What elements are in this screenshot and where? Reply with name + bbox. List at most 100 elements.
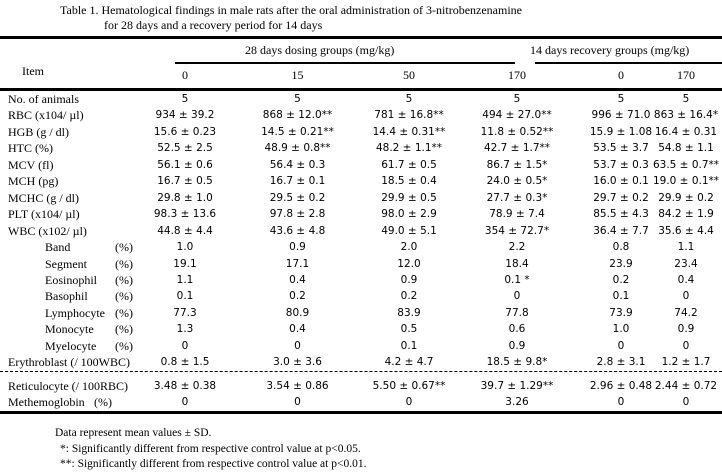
table-cell: 0	[682, 339, 690, 352]
table-cell: 14.5 ± 0.21**	[261, 125, 334, 138]
table-cell: 0	[294, 339, 301, 352]
table-cell: 15.9 ± 1.08	[589, 125, 653, 138]
table-row: Lymphocyte (%) 77.3 80.9 83.9 77.8 73.9 74.2	[0, 305, 722, 321]
table-cell: 5	[513, 93, 521, 105]
header-item: Item	[22, 64, 44, 78]
title-line-1: Table 1. Hematological findings in male …	[60, 3, 523, 17]
table-cell: 29.9 ± 0.2	[658, 191, 714, 204]
table-cell: 85.5 ± 4.3	[593, 208, 649, 221]
table-cell: 5	[617, 93, 625, 105]
table-cell: 19.1	[173, 257, 197, 270]
table-cell: 0.4	[677, 273, 695, 286]
row-label: HTC (%)	[0, 140, 150, 156]
row-label-text: Methemoglobin	[8, 395, 85, 410]
table-row: PLT (x104/ µl) 98.3 ± 13.6 97.8 ± 2.8 98.0 …	[0, 206, 722, 222]
table-row: No. of animals 5 5 5 5 5 5	[0, 91, 722, 107]
footnote-p05: *: Significantly different from respecti…	[60, 442, 361, 455]
table-cell: 1.0	[176, 241, 194, 254]
table-cell: 73.9	[609, 306, 633, 319]
table-cell: 0	[617, 339, 625, 352]
table-cell: 5.50 ± 0.67**	[372, 380, 446, 392]
table-cell: 23.4	[674, 257, 698, 270]
table-cell: 29.8 ± 1.0	[157, 191, 213, 204]
table-cell: 43.6 ± 4.8	[269, 224, 326, 237]
table-cell: 863 ± 16.4*	[653, 109, 719, 122]
row-label: Monocyte (%)	[0, 321, 150, 337]
table-cell: 52.5 ± 2.5	[157, 142, 213, 155]
row-unit: (%)	[115, 240, 133, 255]
table-cell: 354 ± 72.7*	[484, 224, 550, 237]
row-label-text: Eosinophil	[45, 272, 98, 287]
table-cell: 11.8 ± 0.52**	[480, 125, 554, 138]
table-cell: 12.0	[397, 257, 421, 270]
row-label-text: Segment	[45, 256, 87, 271]
row-label: WBC (x102/ µl)	[0, 223, 150, 239]
table-cell: 61.7 ± 0.5	[381, 158, 437, 171]
table-cell: 53.5 ± 3.7	[593, 142, 649, 155]
footnote-p01: **: Significantly different from respect…	[60, 458, 367, 470]
table-cell: 5	[405, 93, 413, 105]
table-cell: 1.2 ± 1.7	[661, 356, 711, 369]
row-label: PLT (x104/ µl)	[0, 206, 150, 222]
table-cell: 1.3	[176, 323, 194, 336]
row-label-text: Band	[45, 240, 71, 255]
row-label-text: Reticulocyte (/ 100RBC)	[8, 379, 128, 393]
table-cell: 0	[181, 396, 189, 409]
footnote-sd: Data represent mean values ± SD.	[55, 427, 212, 439]
table-cell: 5	[181, 93, 189, 105]
table-cell: 49.0 ± 5.1	[381, 224, 437, 237]
row-label: MCHC (g / dl)	[0, 190, 150, 206]
table-cell: 0.6	[508, 323, 526, 336]
table-cell: 0.1	[612, 290, 630, 303]
table-row: WBC (x102/ µl) 44.8 ± 4.4 43.6 ± 4.8 49.0 ±…	[0, 223, 722, 239]
top-rule	[0, 36, 722, 39]
table-cell: 24.0 ± 0.5*	[486, 175, 548, 188]
table-cell: 16.7 ± 0.5	[157, 175, 213, 188]
table-cell: 0.9	[508, 339, 526, 352]
table-cell: 3.54 ± 0.86	[266, 380, 329, 392]
row-label-text: MCV (fl)	[8, 157, 54, 172]
table-cell: 29.5 ± 0.2	[269, 191, 326, 204]
row-label: Myelocyte (%)	[0, 338, 150, 354]
table-cell: 4.2 ± 4.7	[384, 356, 434, 369]
table-cell: 39.7 ± 1.29**	[480, 380, 554, 392]
table-cell: 78.9 ± 7.4	[489, 208, 545, 221]
row-label-text: HTC (%)	[8, 141, 53, 156]
table-row: Myelocyte (%) 0 0 0.1 0.9 0 0	[0, 338, 722, 354]
table-cell: 2.8 ± 3.1	[596, 356, 646, 369]
table-cell: 934 ± 39.2	[155, 109, 215, 122]
table-cell: 35.6 ± 4.4	[658, 224, 714, 237]
table-cell: 0.4	[289, 323, 306, 336]
row-label-text: Lymphocyte	[45, 305, 105, 320]
table-cell: 48.9 ± 0.8**	[264, 142, 331, 155]
table-cell: 56.1 ± 0.6	[157, 158, 213, 171]
table-cell: 0	[405, 396, 413, 409]
table-cell: 0.9	[400, 273, 418, 286]
table-cell: 494 ± 27.0**	[482, 109, 552, 122]
dose-header: 50	[403, 68, 415, 82]
bottom-rule	[0, 411, 722, 414]
row-unit: (%)	[94, 395, 112, 410]
table-cell: 18.4	[505, 257, 529, 270]
table-cell: 0.8	[612, 241, 630, 254]
table-cell: 0.2	[289, 290, 306, 303]
table-cell: 54.8 ± 1.1	[658, 142, 714, 155]
row-label: Segment (%)	[0, 256, 150, 272]
table-cell: 15.6 ± 0.23	[153, 125, 217, 138]
row-label-text: Monocyte	[45, 322, 94, 337]
row-label: No. of animals	[0, 91, 150, 107]
table-row: MCHC (g / dl) 29.8 ± 1.0 29.5 ± 0.2 29.9 ± …	[0, 190, 722, 206]
table-row: RBC (x104/ µl) 934 ± 39.2 868 ± 12.0** 781 …	[0, 107, 722, 123]
table-row: Erythroblast (/ 100WBC) 0.8 ± 1.5 3.0 ± 3.…	[0, 354, 722, 370]
table-cell: 23.9	[609, 257, 633, 270]
table-cell: 2.96 ± 0.48	[589, 380, 653, 392]
row-label: MCH (pg)	[0, 173, 150, 189]
table-cell: 0	[682, 396, 690, 409]
table-cell: 19.0 ± 0.1**	[652, 175, 720, 188]
table-cell: 17.1	[285, 257, 310, 270]
table-cell: 29.7 ± 0.2	[593, 191, 649, 204]
row-label-text: HGB (g / dl)	[8, 124, 69, 139]
table-cell: 0.4	[289, 273, 306, 286]
table-row: Segment (%) 19.1 17.1 12.0 18.4 23.9 23.4	[0, 256, 722, 272]
table-cell: 0	[617, 396, 625, 409]
